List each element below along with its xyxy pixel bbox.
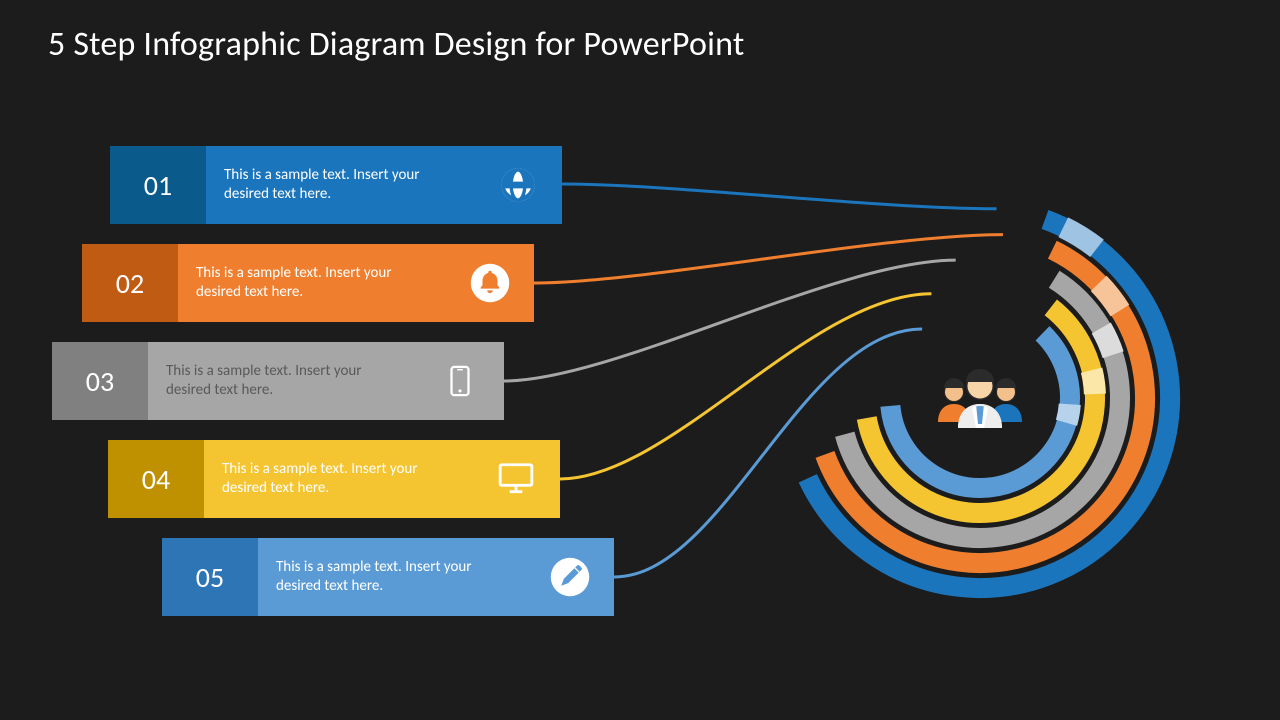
step-body: This is a sample text. Insert your desir… [178, 244, 534, 322]
step-number: 04 [108, 440, 204, 518]
page-title: 5 Step Infographic Diagram Design for Po… [48, 24, 744, 65]
step-text: This is a sample text. Insert your desir… [276, 558, 506, 597]
pencil-icon [548, 555, 592, 599]
step-body: This is a sample text. Insert your desir… [148, 342, 504, 420]
step-number: 05 [162, 538, 258, 616]
step-text: This is a sample text. Insert your desir… [222, 460, 452, 499]
step-number: 03 [52, 342, 148, 420]
step-bar-05: 05 This is a sample text. Insert your des… [162, 538, 614, 616]
globe-icon [496, 163, 540, 207]
step-text: This is a sample text. Insert your desir… [196, 264, 426, 303]
step-body: This is a sample text. Insert your desir… [258, 538, 614, 616]
step-number: 01 [110, 146, 206, 224]
monitor-icon [494, 457, 538, 501]
step-bar-04: 04 This is a sample text. Insert your des… [108, 440, 560, 518]
step-text: This is a sample text. Insert your desir… [224, 166, 454, 205]
phone-icon [438, 359, 482, 403]
step-body: This is a sample text. Insert your desir… [206, 146, 562, 224]
step-text: This is a sample text. Insert your desir… [166, 362, 396, 401]
step-bar-02: 02 This is a sample text. Insert your des… [82, 244, 534, 322]
step-bar-03: 03 This is a sample text. Insert your des… [52, 342, 504, 420]
people-icon [938, 369, 1022, 428]
bell-icon [468, 261, 512, 305]
step-number: 02 [82, 244, 178, 322]
step-bar-01: 01 This is a sample text. Insert your des… [110, 146, 562, 224]
step-body: This is a sample text. Insert your desir… [204, 440, 560, 518]
